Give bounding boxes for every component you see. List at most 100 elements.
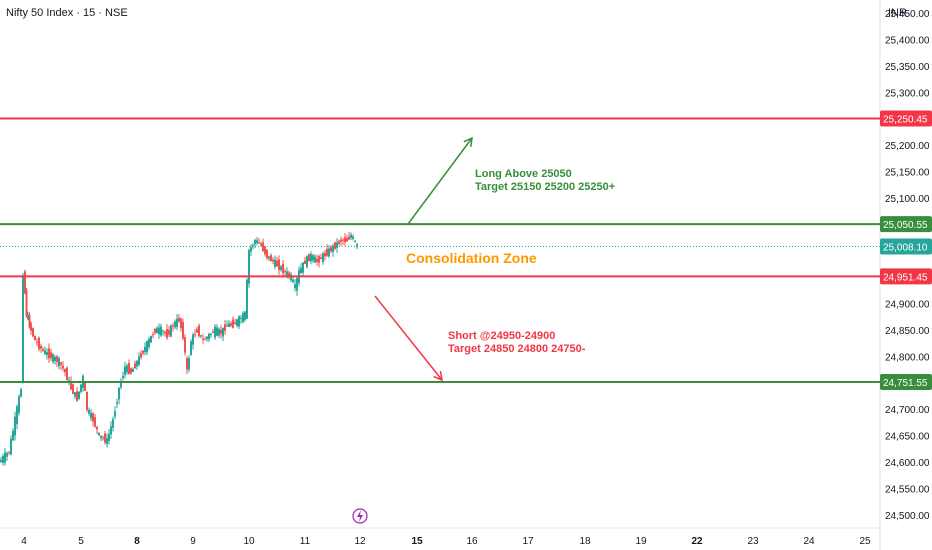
y-tick-label: 24,550.00	[885, 484, 930, 495]
candle-body	[110, 426, 112, 435]
x-tick-label: 5	[78, 536, 84, 547]
candle-body	[162, 330, 164, 332]
candle-body	[308, 253, 310, 262]
candle-body	[90, 412, 92, 419]
candle-body	[48, 348, 50, 359]
candle-body	[4, 452, 6, 463]
y-tick-label: 24,600.00	[885, 458, 930, 469]
candle-body	[114, 411, 116, 417]
y-tick-label: 25,100.00	[885, 194, 930, 205]
y-tick-label: 25,350.00	[885, 62, 930, 73]
candle-body	[350, 234, 352, 238]
long-arrow[interactable]	[407, 137, 473, 225]
short-arrow-head	[433, 371, 443, 382]
level-price-tag	[880, 373, 932, 390]
short-arrow[interactable]	[374, 295, 443, 381]
candle-body	[134, 363, 136, 369]
candle-body	[40, 345, 42, 349]
candle-body	[180, 318, 182, 328]
candle-body	[118, 387, 120, 400]
candle-body	[222, 327, 224, 337]
candle-body	[212, 331, 214, 333]
candle-body	[126, 365, 128, 373]
candle-body	[284, 271, 286, 273]
candle-body	[144, 347, 146, 353]
candle-body	[226, 325, 228, 327]
candle-body	[322, 253, 324, 263]
candle-body	[54, 357, 56, 362]
candle-body	[146, 341, 148, 353]
candle-body	[86, 391, 88, 411]
candle-body	[104, 433, 106, 443]
candle-body	[242, 313, 244, 323]
candle-body	[154, 328, 156, 333]
candle-body	[338, 240, 340, 244]
candle-body	[25, 289, 28, 317]
candle-body	[264, 246, 266, 255]
candle-body	[342, 239, 344, 241]
candle-body	[138, 356, 140, 365]
x-tick-label: 9	[190, 536, 196, 547]
candle-body	[96, 426, 98, 430]
candle-body	[76, 391, 78, 401]
candle-body	[148, 338, 150, 347]
candle-body	[130, 368, 132, 374]
candle-body	[250, 247, 252, 252]
candle-body	[150, 335, 152, 343]
level-price-label: 25,050.55	[883, 220, 928, 231]
candle-body	[282, 263, 284, 273]
x-tick-label: 19	[635, 536, 647, 547]
candle-body	[296, 278, 298, 291]
candle-body	[324, 253, 326, 257]
candle-body	[254, 239, 256, 245]
candle-body	[216, 327, 218, 336]
level-price-tag	[880, 110, 932, 127]
candle-body	[140, 353, 142, 358]
candle-body	[228, 323, 230, 327]
candle-body	[234, 322, 236, 325]
y-tick-label: 25,150.00	[885, 168, 930, 179]
candle-body	[276, 260, 278, 267]
currency-label: INR	[888, 7, 907, 19]
last-price-tag	[880, 238, 932, 255]
y-tick-label: 24,850.00	[885, 326, 930, 337]
candle-body	[262, 242, 264, 251]
candle-body	[32, 328, 34, 337]
x-tick-label: 24	[803, 536, 815, 547]
chart-title: Nifty 50 Index · 15 · NSE	[6, 7, 128, 19]
candle-body	[38, 337, 40, 350]
candle-body	[98, 432, 100, 436]
y-tick-label: 24,650.00	[885, 432, 930, 443]
long-target-label: Target 25150 25200 25250+	[475, 181, 615, 193]
candle-body	[230, 323, 232, 326]
candle-body	[302, 262, 304, 273]
y-tick-label: 24,500.00	[885, 511, 930, 522]
x-tick-label: 16	[466, 536, 478, 547]
candle-body	[328, 248, 330, 257]
x-tick-label: 12	[354, 536, 366, 547]
y-tick-label: 25,300.00	[885, 88, 930, 99]
candle-body	[158, 327, 160, 335]
candle-body	[100, 435, 102, 438]
candle-body	[314, 256, 316, 263]
candle-body	[260, 243, 262, 246]
candle-body	[12, 430, 14, 441]
candle-body	[102, 437, 104, 439]
lightning-icon	[357, 510, 363, 522]
x-tick-label: 10	[243, 536, 255, 547]
candle-body	[166, 329, 168, 338]
level-price-label: 24,951.45	[883, 272, 928, 283]
candle-body	[164, 331, 166, 334]
candle-body	[292, 279, 294, 282]
candle-body	[344, 237, 346, 242]
candle-body	[70, 380, 72, 390]
candle-body	[294, 284, 296, 289]
candle-body	[186, 358, 188, 370]
candle-body	[172, 325, 174, 327]
candle-body	[20, 389, 22, 397]
last-price-label: 25,008.10	[883, 243, 928, 254]
candle-body	[34, 335, 36, 341]
level-price-tag	[880, 268, 932, 285]
candle-body	[232, 319, 234, 328]
